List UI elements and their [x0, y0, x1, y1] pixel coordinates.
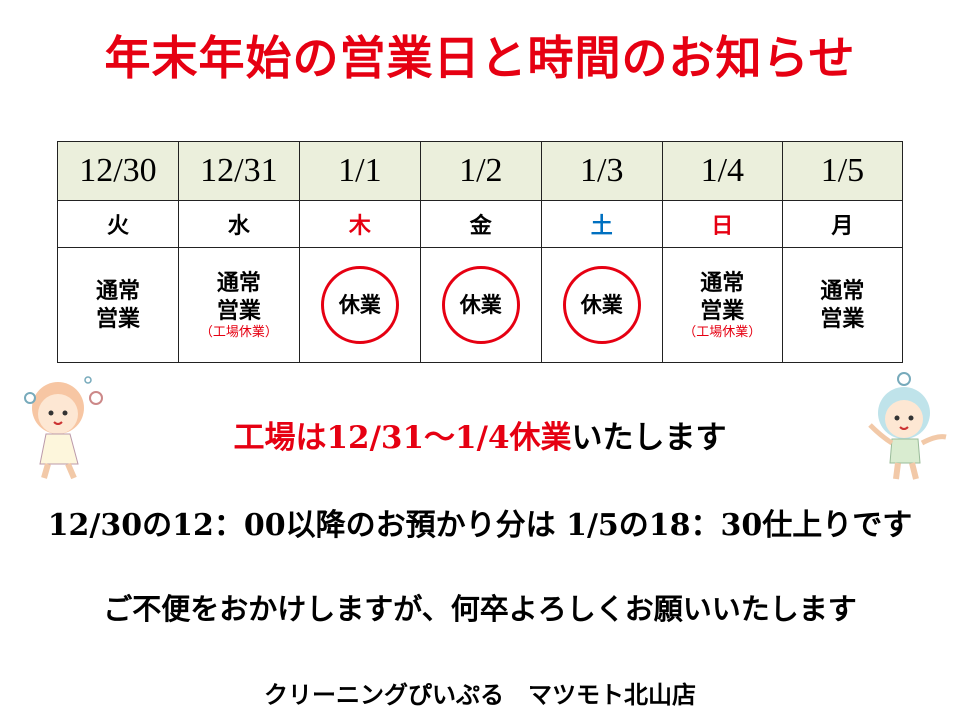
apology-notice: ご不便をおかけしますが、何卒よろしくお願いいたします — [103, 592, 857, 626]
boy-mascot-illustration — [868, 372, 947, 480]
factory-closure-notice: 工場は12/31～1/4休業いたします — [0, 412, 960, 457]
status-cell: 通常営業 — [57, 247, 179, 363]
date-cell: 1/1 — [298, 141, 421, 201]
status-text: 営業 — [820, 306, 865, 332]
date-cell: 12/30 — [57, 141, 179, 201]
page-title: 年末年始の営業日と時間のお知らせ — [104, 31, 856, 85]
store-name: クリーニングぴいぷる マツモト北山店 — [264, 680, 696, 709]
weekday-cell: 金 — [419, 200, 542, 248]
girl-mascot-illustration — [24, 376, 103, 480]
weekday-cell: 土 — [540, 200, 663, 248]
status-text: 休業 — [338, 292, 381, 317]
status-cell: 通常 営業 （工場休業） — [177, 247, 300, 363]
date-cell: 1/5 — [781, 141, 904, 201]
date-cell: 12/31 — [177, 141, 300, 201]
weekday-cell: 火 — [57, 200, 179, 248]
status-text: 営業 — [700, 298, 745, 324]
pickup-notice: 12/30の12：00以降のお預かり分は 1/5の18：30仕上りです — [47, 508, 913, 543]
date-cell: 1/2 — [419, 141, 542, 201]
closed-circle: 休業 — [320, 266, 399, 344]
status-text: 営業 — [216, 298, 261, 324]
status-text: 通常 — [216, 270, 261, 296]
weekday-cell: 水 — [177, 200, 300, 248]
status-text: 通常営業 — [95, 278, 140, 332]
status-cell: 休業 — [540, 247, 663, 363]
factory-closed-note: （工場休業） — [683, 325, 762, 340]
closed-circle: 休業 — [441, 266, 520, 344]
factory-closed-note: （工場休業） — [199, 325, 278, 340]
schedule-table: 12/30 12/31 1/1 1/2 1/3 1/4 1/5 火水木金土日月 通常営業 通常… — [57, 141, 904, 363]
status-text: 通常 — [820, 278, 865, 304]
weekday-cell: 日 — [661, 200, 783, 248]
status-row: 通常営業 通常 営業 （工場休業） 休業 休業 休業 通常 営業 （工場休業） 通常 営業 — [57, 247, 904, 363]
date-cell: 1/3 — [540, 141, 663, 201]
date-cell: 1/4 — [661, 141, 783, 201]
status-cell: 通常営業 — [781, 247, 904, 363]
status-text: 休業 — [580, 292, 623, 317]
weekday-cell: 月 — [781, 200, 904, 248]
weekday-cell: 木 — [298, 200, 421, 248]
date-row: 12/30 12/31 1/1 1/2 1/3 1/4 1/5 — [57, 141, 904, 201]
factory-closure-period: 工場は12/31～1/4休業 — [233, 420, 572, 456]
status-cell: 休業 — [419, 247, 542, 363]
closed-circle: 休業 — [562, 266, 641, 344]
status-cell: 休業 — [298, 247, 421, 363]
status-cell: 通常 営業 （工場休業） — [661, 247, 783, 363]
factory-closure-suffix: いたします — [571, 420, 727, 456]
weekday-row: 火水木金土日月 — [57, 200, 904, 248]
status-text: 休業 — [459, 292, 502, 317]
status-text: 通常 — [700, 270, 745, 296]
